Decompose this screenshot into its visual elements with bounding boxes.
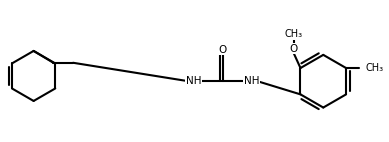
Text: NH: NH <box>186 76 202 86</box>
Text: CH₃: CH₃ <box>285 29 303 39</box>
Text: CH₃: CH₃ <box>366 63 384 73</box>
Text: O: O <box>290 44 298 54</box>
Text: NH: NH <box>244 76 259 86</box>
Text: O: O <box>219 45 227 55</box>
